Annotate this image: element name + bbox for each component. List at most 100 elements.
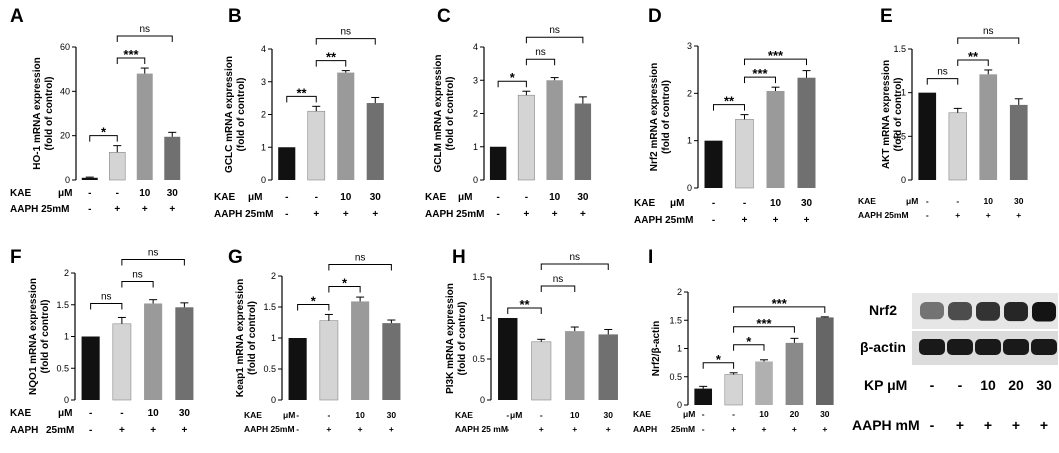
significance-bracket bbox=[121, 280, 154, 288]
condition-value: + bbox=[313, 209, 319, 220]
condition-label-2: AAPH bbox=[633, 424, 657, 434]
y-tick-label: 3 bbox=[473, 75, 478, 85]
y-tick-label: 0 bbox=[271, 395, 276, 405]
y-tick-label: 3 bbox=[261, 77, 266, 87]
significance-bracket bbox=[957, 59, 989, 66]
condition-value: - bbox=[327, 410, 330, 420]
y-axis-label: (fold of control) bbox=[40, 300, 51, 374]
condition-value: + bbox=[822, 424, 827, 434]
y-tick-label: 1 bbox=[480, 313, 485, 323]
condition-value: - bbox=[712, 198, 715, 209]
condition-label-1: KAE bbox=[634, 198, 655, 209]
panel-a: A 0 20 40 60 HO-1 mRNA expression (fold of con… bbox=[10, 6, 181, 215]
condition-value: 30 bbox=[577, 192, 589, 203]
bar bbox=[755, 361, 773, 405]
blot-condition-value: + bbox=[984, 417, 992, 433]
blot-condition-value: 20 bbox=[1008, 377, 1024, 393]
y-tick-label: 0.5 bbox=[56, 363, 69, 373]
blot-condition-value: + bbox=[1012, 417, 1020, 433]
condition-label-2: AAPH 25 mM bbox=[455, 424, 508, 434]
actin-band bbox=[919, 339, 945, 355]
condition-value: 10 bbox=[759, 409, 769, 419]
significance-label: *** bbox=[772, 296, 788, 311]
blot-condition-value: + bbox=[1040, 417, 1048, 433]
condition-value: + bbox=[389, 424, 394, 434]
blot-condition-label-1: KP μM bbox=[864, 377, 907, 393]
condition-unit-1: μM bbox=[670, 198, 684, 209]
bar bbox=[785, 342, 804, 405]
panel-label: I bbox=[648, 247, 653, 268]
bar bbox=[735, 119, 754, 189]
bar bbox=[351, 301, 370, 400]
band-label: Nrf2 bbox=[869, 302, 897, 318]
significance-label: ** bbox=[326, 50, 337, 65]
condition-label-2: AAPH 25mM bbox=[10, 204, 69, 215]
panel-g: G 0 0.5 1 1.5 2 Keap1 mRNA expression (fold of … bbox=[228, 247, 401, 434]
y-axis-label: AKT mRNA expression bbox=[881, 60, 892, 169]
significance-bracket bbox=[121, 258, 185, 266]
significance-label: ns bbox=[535, 47, 546, 58]
significance-bracket bbox=[525, 36, 584, 44]
panel-label: A bbox=[10, 6, 24, 27]
y-tick-label: 1 bbox=[473, 142, 478, 152]
condition-unit-1: μM bbox=[248, 192, 262, 203]
y-tick-label: 1 bbox=[687, 136, 692, 146]
bar bbox=[704, 140, 723, 188]
bar bbox=[144, 303, 163, 400]
condition-value: + bbox=[326, 424, 331, 434]
condition-unit-1: μM bbox=[906, 196, 918, 206]
significance-bracket bbox=[315, 60, 347, 67]
condition-label-1: KAE bbox=[244, 410, 262, 420]
bar bbox=[81, 177, 98, 180]
significance-label: ** bbox=[296, 85, 307, 100]
bar bbox=[918, 92, 937, 180]
significance-label: ns bbox=[340, 27, 351, 38]
y-tick-label: 0 bbox=[480, 395, 485, 405]
blot-condition-label-2: AAPH mM bbox=[852, 417, 920, 433]
panel-f: F 0 0.5 1 1.5 2 NQO1 mRNA expression (fold of c… bbox=[10, 247, 194, 436]
bar bbox=[766, 90, 785, 188]
significance-label: ns bbox=[101, 291, 112, 302]
y-axis-label: Keap1 mRNA expression bbox=[235, 279, 246, 398]
actin-band bbox=[1031, 339, 1057, 355]
significance-bracket bbox=[744, 58, 807, 66]
significance-label: ** bbox=[968, 49, 979, 64]
condition-value: 20 bbox=[790, 409, 800, 419]
significance-bracket bbox=[328, 263, 392, 271]
condition-value: - bbox=[506, 410, 509, 420]
bar bbox=[574, 103, 592, 180]
bar bbox=[546, 80, 563, 180]
significance-bracket bbox=[507, 307, 542, 314]
y-tick-label: 1.5 bbox=[263, 302, 276, 312]
y-tick-label: 0.5 bbox=[893, 131, 906, 141]
bar bbox=[288, 338, 307, 400]
condition-label-1: KAE bbox=[858, 196, 876, 206]
significance-bracket bbox=[702, 362, 735, 369]
significance-bracket bbox=[116, 57, 146, 65]
condition-label-1: KAE bbox=[214, 192, 235, 203]
condition-value: - bbox=[285, 192, 288, 203]
actin-band bbox=[947, 339, 973, 355]
significance-bracket bbox=[525, 58, 556, 66]
blot-condition-value: - bbox=[930, 417, 935, 433]
condition-value: + bbox=[358, 424, 363, 434]
condition-value: - bbox=[296, 424, 299, 434]
significance-bracket bbox=[90, 302, 123, 310]
y-tick-label: 1 bbox=[271, 333, 276, 343]
bar bbox=[815, 317, 834, 405]
condition-label-2: AAPH 25mM bbox=[858, 210, 909, 220]
significance-label: ns bbox=[148, 247, 159, 258]
condition-value: + bbox=[731, 424, 736, 434]
condition-value: - bbox=[88, 188, 91, 199]
condition-value: - bbox=[89, 425, 92, 436]
significance-bracket bbox=[733, 306, 826, 313]
bar bbox=[724, 374, 743, 406]
condition-value: + bbox=[742, 215, 748, 226]
condition-label-2: AAPH 25mM bbox=[425, 209, 484, 220]
y-tick-label: 0 bbox=[65, 175, 70, 185]
y-axis-label: (fold of control) bbox=[44, 77, 55, 151]
significance-label: ns bbox=[139, 24, 150, 35]
nrf2-band bbox=[920, 302, 944, 320]
blot-condition-value: 10 bbox=[980, 377, 996, 393]
y-tick-label: 2 bbox=[261, 110, 266, 120]
